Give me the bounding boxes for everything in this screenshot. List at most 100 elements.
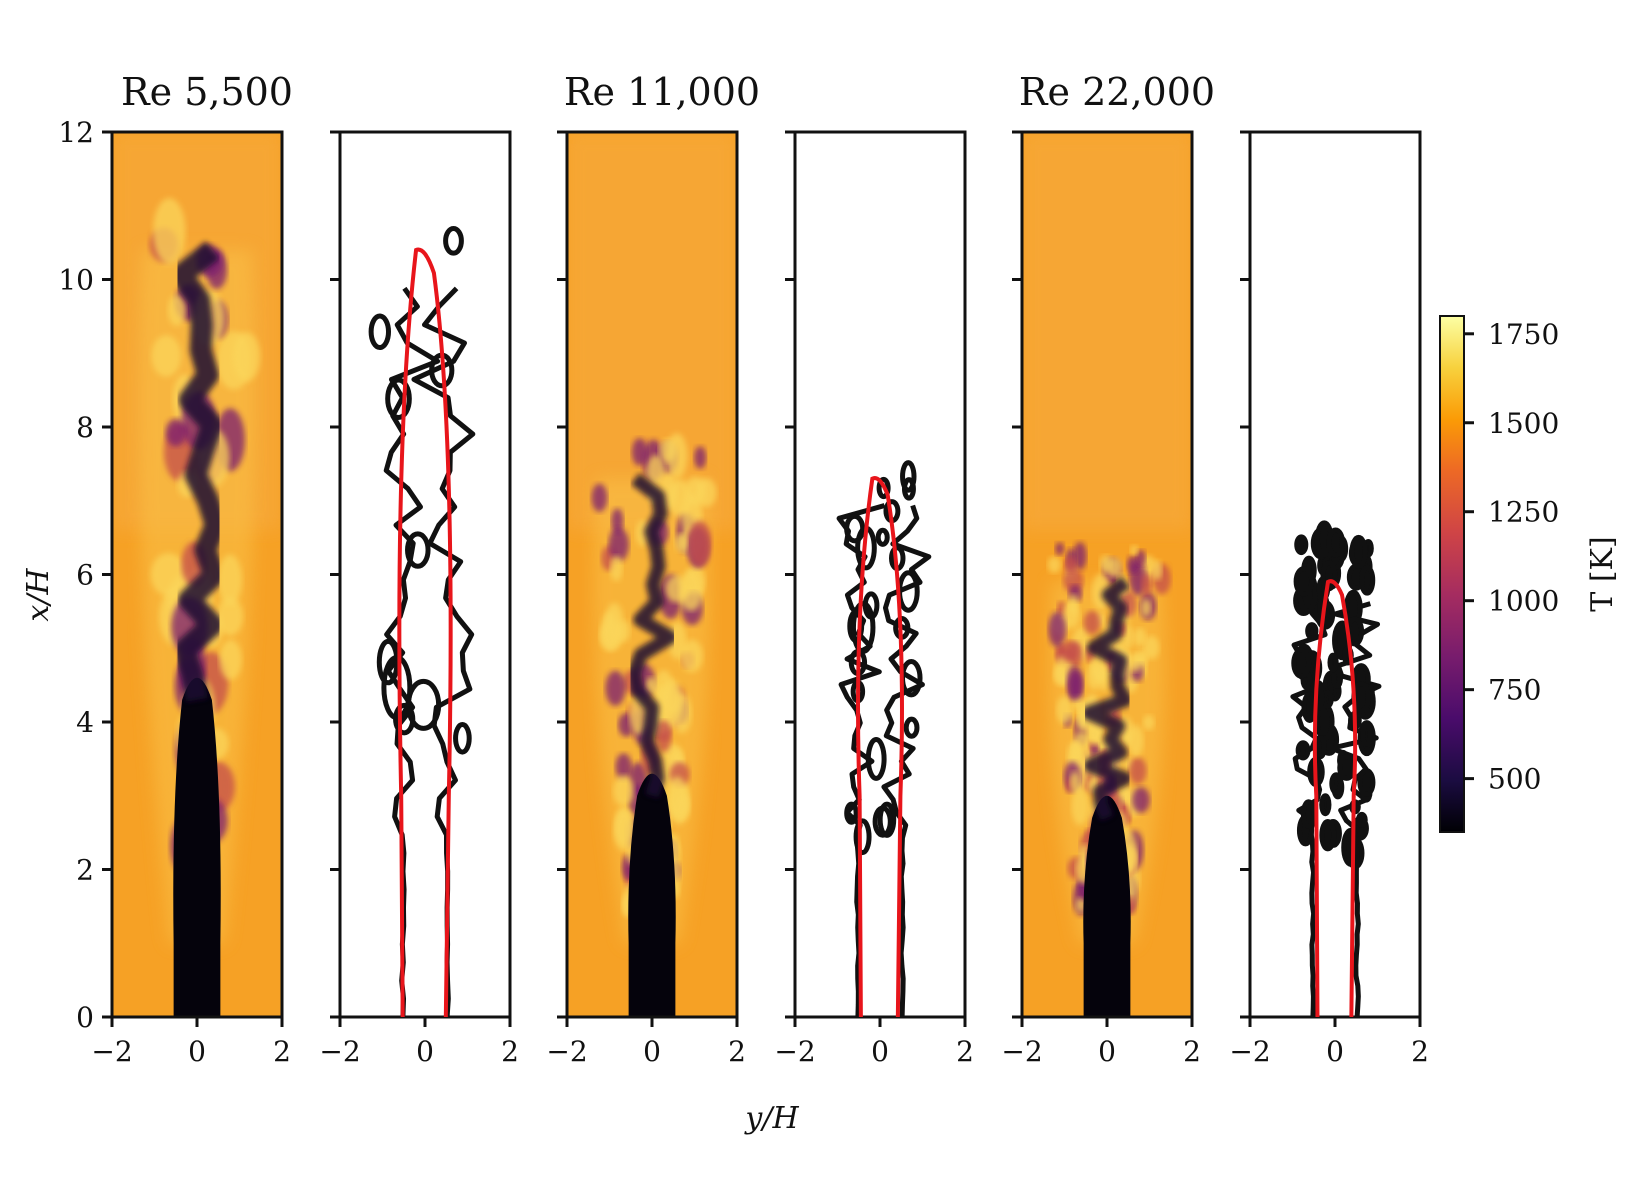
y-tick-label: 0: [76, 1001, 94, 1034]
contour-island: [876, 476, 891, 500]
x-tick-label: 2: [956, 1035, 974, 1068]
y-tick-label: 2: [76, 854, 94, 887]
axis-ticks-panel-4: −2 0 2: [774, 130, 974, 1068]
mean-flame-contour: [397, 247, 453, 1018]
mean-flame-contour: [856, 476, 904, 1018]
y-tick-label: 10: [58, 264, 94, 297]
contour-island: [385, 377, 412, 420]
contour-island: [405, 531, 431, 569]
contour-island: [853, 818, 872, 856]
contour-panel-2: [793, 130, 967, 1019]
temperature-field: [567, 132, 737, 1017]
contour-panel-3: [1248, 130, 1422, 1019]
colorbar-tick-label: 1250: [1488, 496, 1559, 529]
contour-island: [903, 716, 920, 739]
contour-island: [1360, 722, 1374, 747]
x-tick-label: 2: [1411, 1035, 1429, 1068]
contour-island: [368, 313, 392, 351]
colorbar-tick-label: 1000: [1488, 585, 1559, 618]
x-tick-label: 0: [1098, 1035, 1116, 1068]
contour-island: [875, 527, 890, 547]
colorbar-tick-label: 1750: [1488, 318, 1559, 351]
colorbar-tick-label: 500: [1488, 763, 1541, 796]
contour-island: [844, 513, 866, 544]
case-title: Re 11,000: [564, 70, 760, 114]
cold-jet-core: [1083, 795, 1131, 1017]
mean-flame-contour: [1312, 579, 1358, 1018]
y-tick-label: 6: [76, 559, 94, 592]
x-tick-label: 2: [728, 1035, 746, 1068]
cold-jet-core: [628, 773, 676, 1017]
contour-island: [1345, 836, 1365, 870]
case-title: Re 5,500: [121, 70, 293, 114]
x-tick-label: 2: [1183, 1035, 1201, 1068]
x-tick-label: −2: [546, 1035, 587, 1068]
x-tick-label: −2: [1229, 1035, 1270, 1068]
case-title: Re 22,000: [1019, 70, 1215, 114]
contour-island: [376, 638, 400, 686]
colorbar-tick-label: 1500: [1488, 407, 1559, 440]
contour-island: [1337, 754, 1357, 781]
contour-island: [443, 225, 464, 256]
contour-island: [453, 722, 472, 755]
temperature-panel-3: [1020, 130, 1194, 1019]
contour-island: [1327, 652, 1339, 673]
axis-ticks-panel-6: −2 0 2: [1229, 130, 1429, 1068]
x-tick-label: 0: [871, 1035, 889, 1068]
contour-island: [1357, 767, 1376, 797]
axis-ticks-panel-3: −2 0 2: [546, 130, 746, 1068]
x-tick-label: −2: [319, 1035, 360, 1068]
instantaneous-contour: [836, 503, 886, 1018]
x-tick-label: −2: [91, 1035, 132, 1068]
contour-island: [1359, 564, 1376, 596]
contour-island: [850, 601, 876, 654]
axis-ticks-panel-2: −2 0 2: [319, 130, 519, 1068]
colorbar-gradient: [1439, 315, 1465, 833]
contour-island: [900, 460, 917, 493]
contour-island: [1294, 534, 1309, 556]
colorbar-tick-label: 750: [1488, 674, 1541, 707]
contour-island: [1295, 740, 1311, 761]
contour-island: [844, 801, 859, 825]
temperature-panel-1: [110, 130, 284, 1019]
contour-island: [1319, 793, 1332, 817]
contour-panel-1: [338, 130, 512, 1019]
x-axis-label: y/H: [743, 1101, 799, 1136]
y-tick-label: 4: [76, 706, 94, 739]
contour-island: [1305, 622, 1319, 641]
contour-island: [872, 805, 893, 838]
x-tick-label: −2: [1001, 1035, 1042, 1068]
contour-island: [1291, 647, 1312, 679]
x-tick-label: −2: [774, 1035, 815, 1068]
contour-island: [1314, 735, 1327, 760]
y-tick-label: 12: [58, 116, 94, 149]
contour-island: [1331, 668, 1344, 689]
contour-island: [865, 737, 887, 781]
axis-ticks-panel-5: −2 0 2: [1001, 130, 1201, 1068]
contour-island: [1329, 772, 1344, 795]
contour-island: [1319, 819, 1337, 852]
y-tick-label: 8: [76, 411, 94, 444]
colorbar: 500 750 1000 1250 1500 1750 T [K]: [1439, 315, 1620, 833]
contour-island: [1326, 527, 1346, 558]
x-tick-label: 2: [501, 1035, 519, 1068]
contour-island: [1355, 811, 1368, 829]
y-axis-label: x/H: [21, 568, 56, 622]
cold-jet-core: [173, 677, 221, 1017]
contour-island: [1321, 689, 1334, 709]
temperature-field: [112, 132, 282, 1017]
temperature-panel-2: [565, 130, 739, 1019]
panel-frame: [793, 130, 967, 1019]
colorbar-label: T [K]: [1585, 536, 1620, 611]
x-tick-label: 0: [416, 1035, 434, 1068]
x-tick-label: 2: [273, 1035, 291, 1068]
x-tick-label: 0: [643, 1035, 661, 1068]
x-tick-label: 0: [1326, 1035, 1344, 1068]
contour-island: [1349, 534, 1368, 569]
temperature-field: [1022, 132, 1192, 1017]
contour-island: [381, 654, 413, 721]
contour-island: [1300, 799, 1317, 829]
panel-frame: [338, 130, 512, 1019]
